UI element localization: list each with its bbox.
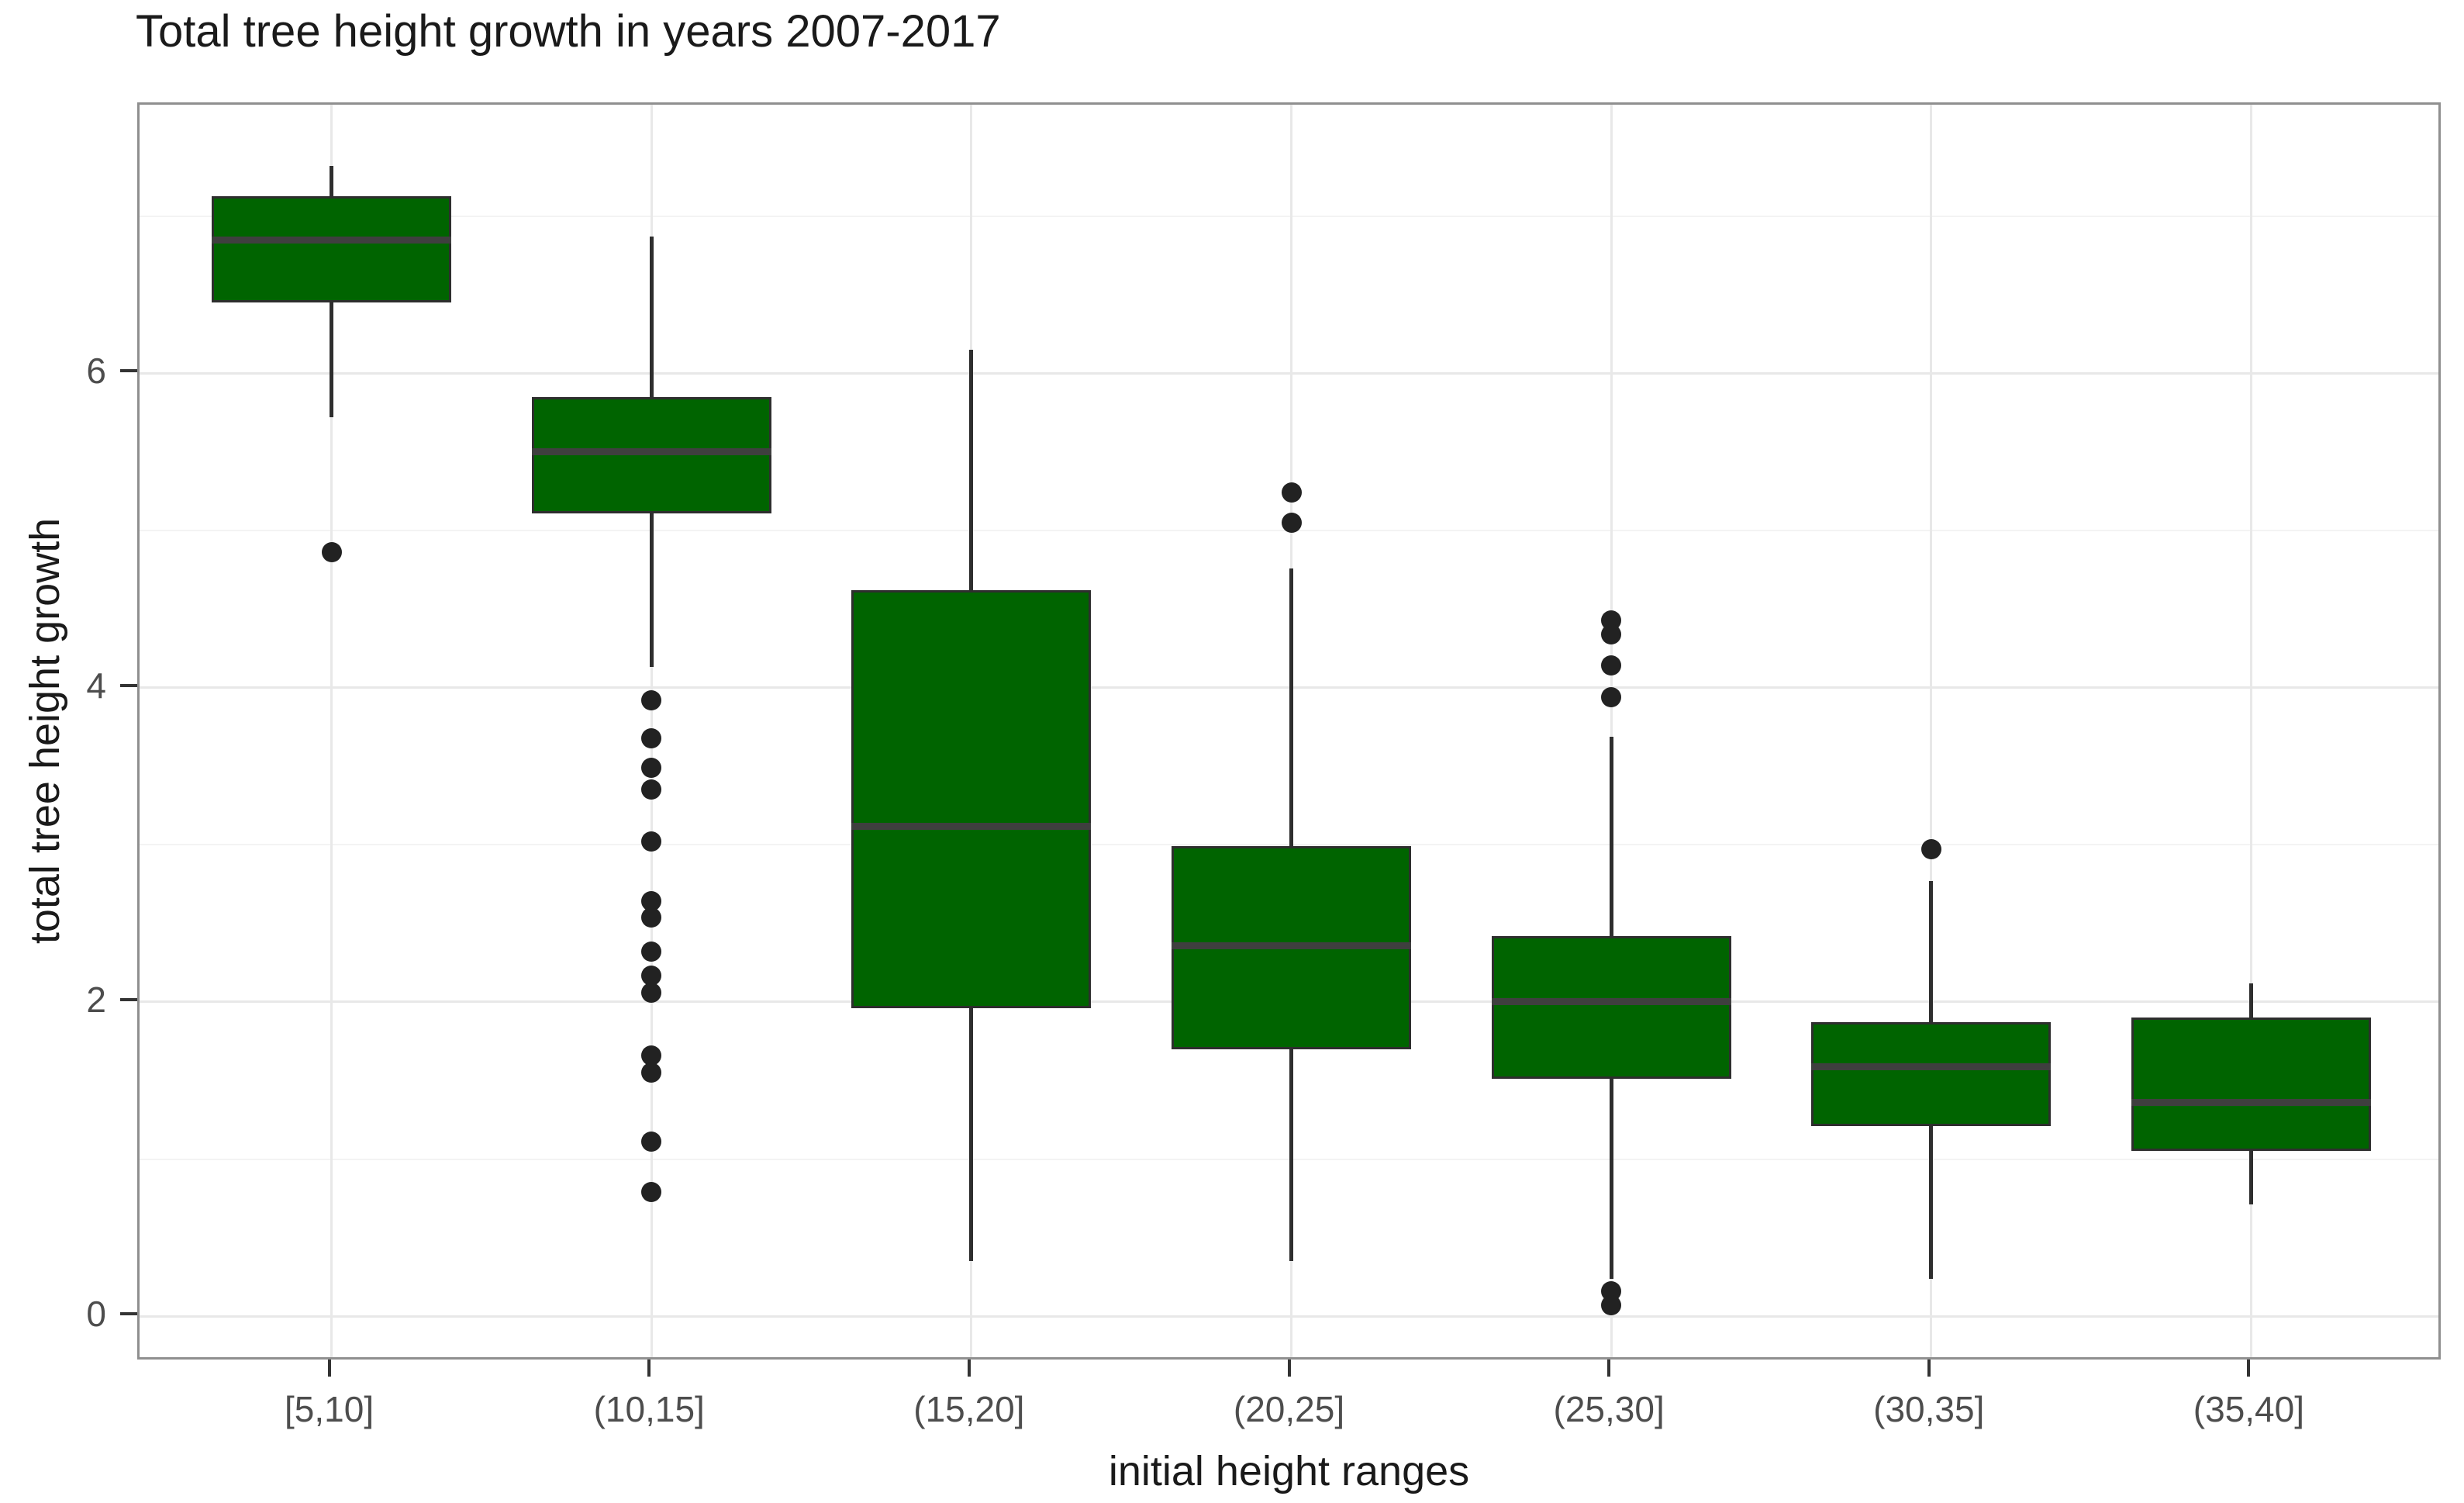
x-tick-mark xyxy=(967,1360,971,1377)
boxplot-median xyxy=(851,822,1092,830)
outlier-point xyxy=(1601,655,1622,676)
x-tick-mark xyxy=(647,1360,651,1377)
outlier-point xyxy=(641,831,662,852)
outlier-point xyxy=(1601,1295,1622,1316)
x-tick-label: (35,40] xyxy=(2193,1389,2305,1429)
boxplot-box xyxy=(2131,1018,2371,1152)
y-tick-mark xyxy=(120,1312,137,1316)
x-axis-title: initial height ranges xyxy=(1108,1448,1470,1494)
boxplot-median xyxy=(2131,1099,2371,1107)
x-gridline xyxy=(2249,105,2252,1357)
outlier-point xyxy=(1601,686,1622,707)
outlier-point xyxy=(1281,512,1302,533)
y-tick-label: 0 xyxy=(86,1294,106,1335)
outlier-point xyxy=(641,1045,662,1066)
outlier-point xyxy=(641,779,662,800)
outlier-point xyxy=(641,907,662,928)
gridline-major xyxy=(140,1315,2438,1318)
outlier-point xyxy=(641,1182,662,1203)
x-gridline xyxy=(330,105,333,1357)
boxplot-whisker-upper xyxy=(1609,736,1613,936)
outlier-point xyxy=(1920,839,1941,860)
outlier-point xyxy=(641,965,662,986)
boxplot-whisker-upper xyxy=(649,237,654,397)
y-tick-label: 2 xyxy=(86,979,106,1020)
plot-panel xyxy=(137,102,2441,1360)
boxplot-box xyxy=(212,195,452,303)
outlier-point xyxy=(641,942,662,962)
x-tick-mark xyxy=(1607,1360,1611,1377)
plot-title: Total tree height growth in years 2007-2… xyxy=(136,6,1001,57)
y-axis-title: total tree height growth xyxy=(22,517,68,945)
boxplot-whisker-lower xyxy=(1609,1079,1613,1279)
x-tick-label: [5,10] xyxy=(285,1389,374,1429)
x-tick-label: (30,35] xyxy=(1873,1389,1985,1429)
boxplot-whisker-upper xyxy=(1929,880,1934,1023)
outlier-point xyxy=(1281,482,1302,503)
x-tick-label: (15,20] xyxy=(913,1389,1025,1429)
x-tick-label: (25,30] xyxy=(1553,1389,1665,1429)
boxplot-median xyxy=(531,448,771,456)
boxplot-whisker-upper xyxy=(969,350,974,591)
outlier-point xyxy=(641,1132,662,1152)
x-tick-label: (20,25] xyxy=(1233,1389,1345,1429)
boxplot-box xyxy=(851,590,1092,1009)
y-tick-mark xyxy=(120,369,137,373)
x-tick-mark xyxy=(1287,1360,1291,1377)
boxplot-whisker-upper xyxy=(330,166,334,196)
gridline-major xyxy=(140,371,2438,375)
boxplot-box xyxy=(1491,935,1731,1080)
x-tick-label: (10,15] xyxy=(593,1389,705,1429)
outlier-point xyxy=(641,727,662,748)
x-tick-mark xyxy=(2247,1360,2251,1377)
y-tick-mark xyxy=(120,683,137,687)
outlier-point xyxy=(641,982,662,1003)
gridline-minor xyxy=(140,1158,2438,1160)
boxplot-whisker-lower xyxy=(2248,1151,2253,1205)
outlier-point xyxy=(641,689,662,710)
boxplot-median xyxy=(212,236,452,244)
boxplot-whisker-upper xyxy=(2248,983,2253,1018)
boxplot-whisker-lower xyxy=(649,513,654,668)
boxplot-median xyxy=(1172,942,1411,949)
outlier-point xyxy=(321,542,342,563)
boxplot-whisker-lower xyxy=(1289,1049,1293,1262)
y-tick-label: 4 xyxy=(86,665,106,706)
boxplot-whisker-upper xyxy=(1289,568,1293,847)
y-tick-label: 6 xyxy=(86,351,106,392)
outlier-point xyxy=(641,758,662,779)
y-tick-mark xyxy=(120,997,137,1001)
boxplot-whisker-lower xyxy=(330,302,334,418)
boxplot-whisker-lower xyxy=(969,1008,974,1262)
x-tick-mark xyxy=(1927,1360,1931,1377)
boxplot-box xyxy=(1811,1022,2052,1127)
outlier-point xyxy=(1601,624,1622,644)
boxplot-median xyxy=(1491,998,1731,1006)
boxplot-whisker-lower xyxy=(1929,1126,1934,1279)
outlier-point xyxy=(641,1062,662,1083)
x-tick-mark xyxy=(327,1360,331,1377)
gridline-minor xyxy=(140,215,2438,217)
gridline-minor xyxy=(140,844,2438,846)
gridline-major xyxy=(140,686,2438,689)
x-gridline xyxy=(1610,105,1613,1357)
boxplot-median xyxy=(1811,1062,2052,1070)
x-gridline xyxy=(1930,105,1933,1357)
